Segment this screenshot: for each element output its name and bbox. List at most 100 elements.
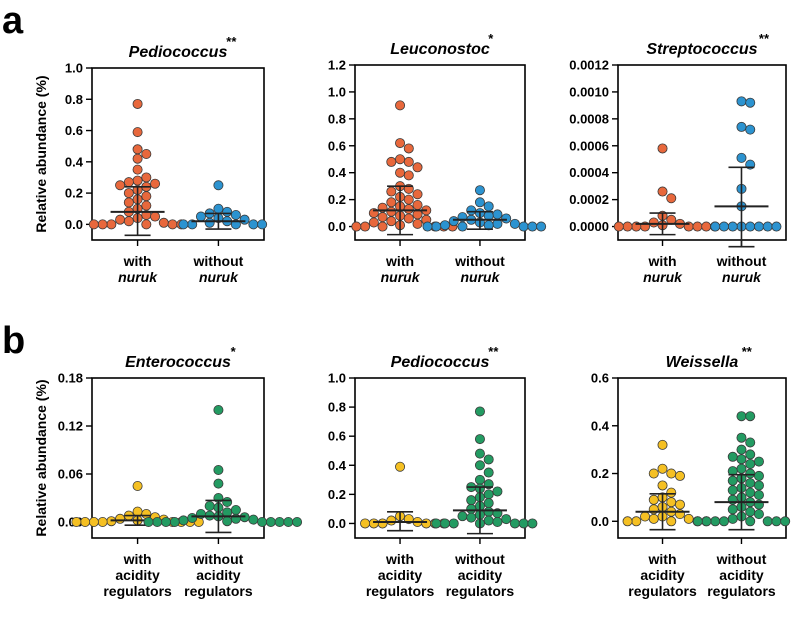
data-point [403, 213, 414, 224]
data-point [178, 219, 189, 230]
data-point [474, 406, 485, 417]
data-point [213, 180, 224, 191]
data-point [648, 513, 659, 524]
data-point [745, 487, 756, 498]
data-point [403, 204, 414, 215]
data-point [71, 517, 82, 528]
y-tick-label: 0.06 [58, 467, 83, 482]
data-point [152, 517, 163, 528]
data-point [386, 186, 397, 197]
data-point [141, 148, 152, 159]
data-point [395, 461, 406, 472]
data-point [727, 513, 738, 524]
data-point [727, 221, 738, 232]
data-point [483, 506, 494, 517]
data-point [97, 219, 108, 230]
data-point [377, 518, 388, 529]
data-point [675, 499, 686, 510]
category-label: regulators [628, 583, 697, 599]
category-label: with [123, 253, 152, 269]
data-point [474, 197, 485, 208]
data-point [483, 454, 494, 465]
data-point [657, 143, 668, 154]
plot-frame [354, 64, 526, 241]
data-point [395, 167, 406, 178]
data-point [509, 218, 520, 229]
data-point [123, 216, 134, 227]
data-point [483, 201, 494, 212]
category-label: regulators [103, 583, 172, 599]
data-point [386, 515, 397, 526]
data-point [412, 199, 423, 210]
significance-marker: ** [488, 344, 499, 359]
data-point [657, 186, 668, 197]
category-label: nuruk [381, 269, 421, 285]
data-point [466, 503, 477, 514]
data-point [736, 96, 747, 107]
data-point [132, 98, 143, 109]
data-point [666, 468, 677, 479]
data-point [701, 221, 712, 232]
plot-frame [91, 377, 265, 539]
data-point [213, 464, 224, 475]
chart-2-streptococcus: 0.0000 0.0002 0.0004 0.0006 0.0008 0.0010 0.00… [569, 31, 787, 285]
data-point [213, 478, 224, 489]
data-point [527, 221, 538, 232]
data-point [448, 518, 459, 529]
data-point [457, 221, 468, 232]
data-point [745, 516, 756, 527]
data-point [474, 460, 485, 471]
data-point [666, 193, 677, 204]
chart-5-weissella: 0.00.20.40.6Weissella**withacidityregula… [591, 344, 791, 599]
data-point [727, 475, 738, 486]
y-tick-label: 1.0 [328, 84, 346, 99]
data-point [439, 220, 450, 231]
data-point [536, 221, 547, 232]
y-tick-label: 1.0 [328, 371, 346, 386]
data-point [230, 504, 241, 515]
data-point [403, 194, 414, 205]
category-label: regulators [184, 583, 253, 599]
data-point [386, 206, 397, 217]
plot-frame [617, 64, 787, 241]
data-point [386, 216, 397, 227]
chart-1-leuconostoc: 0.00.20.40.60.81.01.2Leuconostoc*withnur… [328, 31, 547, 285]
chart-0-pediococcus: 0.0 0.2 0.4 0.6 0.8 1.0 Pediococcus** Relative … [33, 34, 268, 285]
data-point [692, 221, 703, 232]
y-tick-label: 0.8 [65, 92, 83, 107]
significance-marker: * [488, 31, 494, 46]
category-label: with [385, 551, 414, 567]
y-tick-label: 0.0000 [569, 219, 609, 234]
category-label: with [123, 551, 152, 567]
data-point [675, 470, 686, 481]
data-point [141, 200, 152, 211]
data-point [132, 127, 143, 138]
category-label: acidity [378, 567, 423, 583]
data-point [657, 439, 668, 450]
data-point [771, 516, 782, 527]
data-point [412, 218, 423, 229]
data-point [762, 516, 773, 527]
data-point [657, 463, 668, 474]
data-point [501, 514, 512, 525]
y-axis-label: Relative abundance (%) [33, 379, 49, 536]
y-tick-label: 0.0002 [569, 192, 609, 207]
data-point [132, 164, 143, 175]
data-point [386, 197, 397, 208]
chart-4-pediococcus: 0.00.20.40.60.81.0Pediococcus**withacidi… [328, 344, 538, 599]
data-point [736, 454, 747, 465]
y-tick-label: 0.8 [328, 111, 346, 126]
y-tick-label: 0.0010 [569, 84, 609, 99]
data-point [745, 478, 756, 489]
data-point [483, 515, 494, 526]
data-point [395, 100, 406, 111]
significance-marker: ** [759, 31, 770, 46]
data-point [403, 156, 414, 167]
category-label: acidity [458, 567, 503, 583]
y-tick-label: 0.0 [65, 217, 83, 232]
data-point [88, 517, 99, 528]
y-tick-label: 0.0 [328, 219, 346, 234]
data-point [736, 463, 747, 474]
y-tick-label: 0.6 [591, 371, 609, 386]
data-point [753, 456, 764, 467]
